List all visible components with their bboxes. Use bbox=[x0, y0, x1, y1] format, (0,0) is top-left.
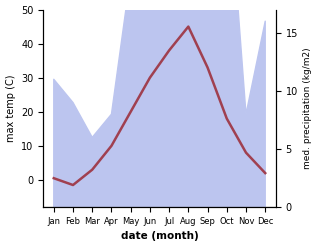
X-axis label: date (month): date (month) bbox=[121, 231, 198, 242]
Y-axis label: max temp (C): max temp (C) bbox=[5, 75, 16, 142]
Y-axis label: med. precipitation (kg/m2): med. precipitation (kg/m2) bbox=[303, 48, 313, 169]
